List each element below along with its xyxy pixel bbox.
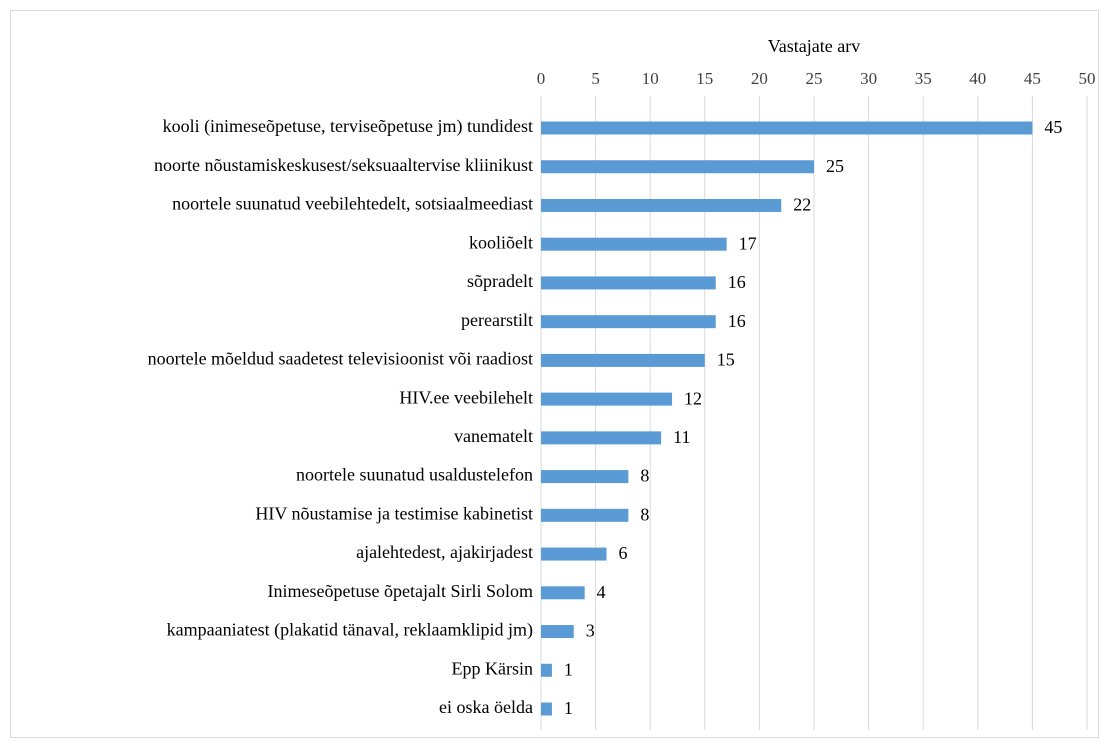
bar: [541, 121, 1033, 135]
y-tick-label: ajalehtedest, ajakirjadest: [356, 542, 533, 562]
y-tick-label: noortele suunatud usaldustelefon: [296, 465, 533, 485]
y-tick-label: vanematelt: [454, 426, 533, 446]
bar: [541, 315, 716, 329]
bar: [541, 663, 552, 677]
data-label: 16: [728, 272, 746, 292]
data-label: 22: [793, 195, 811, 215]
y-tick-label: Epp Kärsin: [452, 658, 533, 678]
bar: [541, 198, 782, 212]
data-label: 6: [619, 543, 628, 563]
data-label: 3: [586, 621, 595, 641]
y-tick-label: Inimeseõpetuse õpetajalt Sirli Solom: [268, 581, 533, 601]
y-tick-label: noortele suunatud veebilehtedelt, sotsia…: [172, 194, 533, 214]
y-tick-label: noorte nõustamiskeskusest/seksuaaltervis…: [154, 155, 533, 175]
bar: [541, 276, 716, 290]
data-label: 17: [739, 233, 757, 253]
y-tick-label: HIV.ee veebilehelt: [399, 387, 533, 407]
x-tick-label: 15: [696, 69, 713, 88]
bar: [541, 431, 662, 445]
x-tick-label: 10: [642, 69, 659, 88]
x-tick-label: 30: [860, 69, 877, 88]
bar: [541, 547, 607, 561]
bar: [541, 586, 585, 600]
x-tick-label: 35: [915, 69, 932, 88]
data-label: 1: [564, 698, 573, 718]
x-tick-label: 50: [1079, 69, 1096, 88]
bar: [541, 625, 574, 639]
data-label: 45: [1044, 117, 1062, 137]
data-label: 8: [640, 466, 649, 486]
x-tick-label: 25: [806, 69, 823, 88]
bar: [541, 508, 629, 522]
y-tick-label: perearstilt: [461, 310, 533, 330]
axis-title: Vastajate arv: [768, 36, 860, 56]
x-tick-label: 40: [969, 69, 986, 88]
y-tick-label: kampaaniatest (plakatid tänaval, reklaam…: [167, 620, 533, 641]
y-tick-label: kooli (inimeseõpetuse, terviseõpetuse jm…: [163, 116, 533, 137]
y-tick-label: sõpradelt: [467, 271, 533, 291]
y-tick-label: ei oska öelda: [439, 697, 533, 717]
data-label: 1: [564, 659, 573, 679]
bar: [541, 353, 705, 367]
data-label: 4: [597, 582, 606, 602]
x-tick-label: 5: [591, 69, 600, 88]
bar: [541, 470, 629, 484]
x-tick-label: 45: [1024, 69, 1041, 88]
bar: [541, 160, 814, 174]
x-tick-label: 0: [537, 69, 546, 88]
data-label: 16: [728, 311, 746, 331]
data-label: 11: [673, 427, 690, 447]
bar: [541, 237, 727, 251]
y-tick-label: kooliõelt: [469, 232, 533, 252]
data-label: 15: [717, 350, 735, 370]
x-tick-label: 20: [751, 69, 768, 88]
data-label: 8: [640, 504, 649, 524]
bar: [541, 702, 552, 716]
y-tick-label: noortele mõeldud saadetest televisioonis…: [148, 349, 533, 369]
data-label: 12: [684, 388, 702, 408]
data-label: 25: [826, 156, 844, 176]
bar: [541, 392, 673, 406]
y-tick-label: HIV nõustamise ja testimise kabinetist: [255, 503, 533, 523]
